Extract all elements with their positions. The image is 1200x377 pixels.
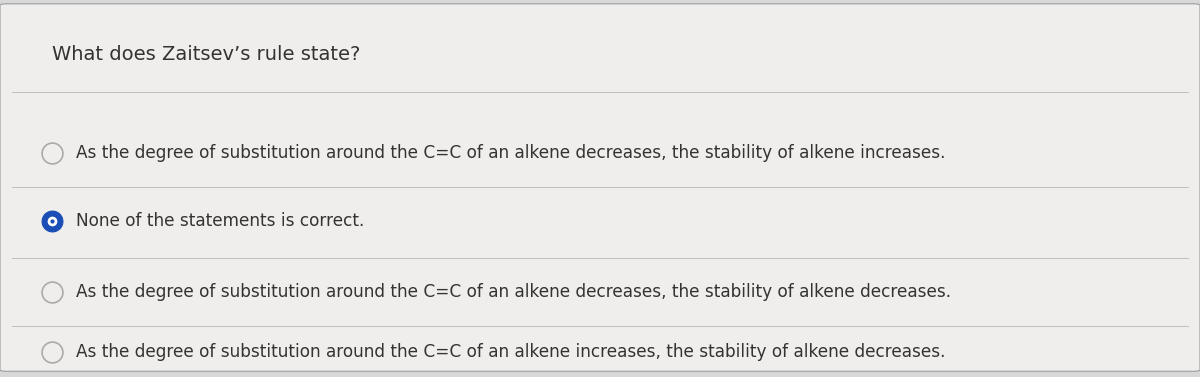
Text: As the degree of substitution around the C=C of an alkene decreases, the stabili: As the degree of substitution around the… [76, 283, 950, 301]
FancyBboxPatch shape [0, 4, 1200, 371]
Text: What does Zaitsev’s rule state?: What does Zaitsev’s rule state? [52, 45, 360, 64]
Text: None of the statements is correct.: None of the statements is correct. [76, 211, 364, 230]
Text: As the degree of substitution around the C=C of an alkene increases, the stabili: As the degree of substitution around the… [76, 343, 946, 362]
Text: As the degree of substitution around the C=C of an alkene decreases, the stabili: As the degree of substitution around the… [76, 144, 946, 162]
